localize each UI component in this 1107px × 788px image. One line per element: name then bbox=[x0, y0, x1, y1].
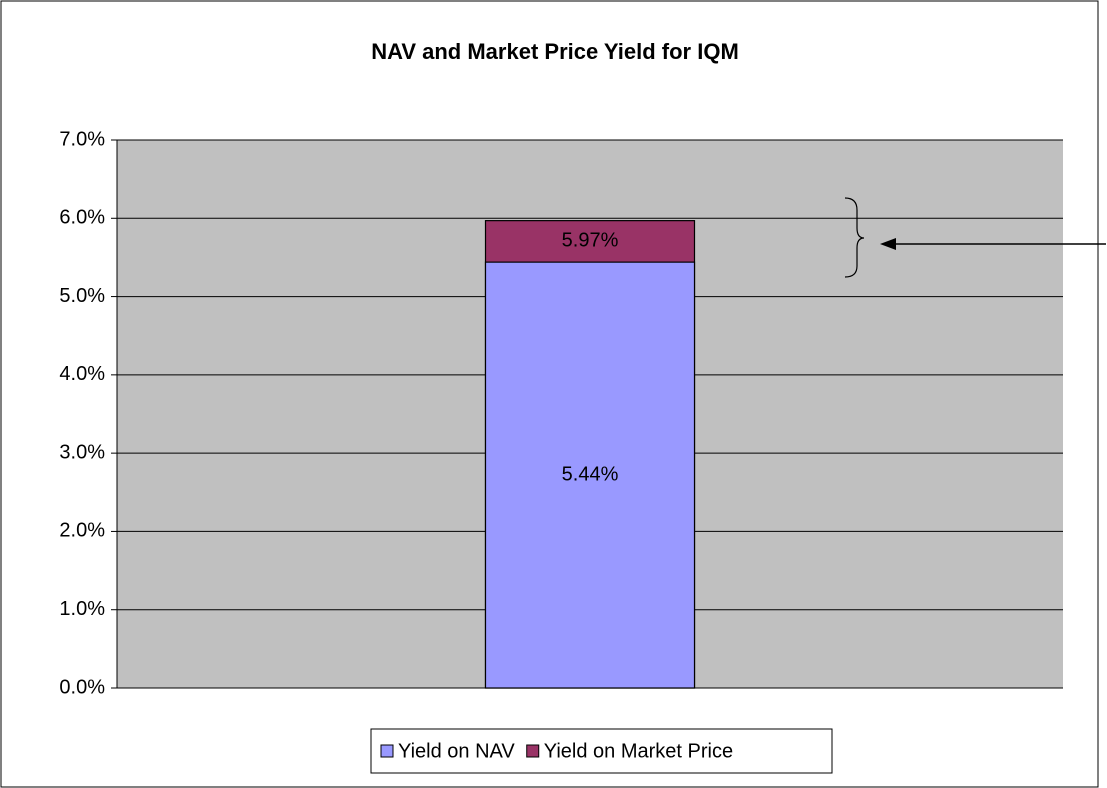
legend-label: Yield on NAV bbox=[398, 740, 515, 762]
bar bbox=[484, 261, 696, 689]
legend-swatch bbox=[526, 744, 540, 758]
y-tick-label: 0.0% bbox=[59, 676, 105, 698]
y-tick-label: 1.0% bbox=[59, 598, 105, 620]
chart-title: NAV and Market Price Yield for IQM bbox=[371, 39, 739, 64]
bars: 5.97% 5.44% bbox=[484, 220, 696, 689]
brace bbox=[844, 197, 865, 278]
legend: Yield on NAV Yield on Market Price bbox=[380, 740, 733, 762]
legend-box bbox=[370, 728, 833, 774]
legend-label: Yield on Market Price bbox=[544, 740, 733, 762]
y-tick-label: 3.0% bbox=[59, 441, 105, 463]
legend-swatch bbox=[380, 744, 394, 758]
y-tick-label: 2.0% bbox=[59, 520, 105, 542]
y-tick-label: 5.0% bbox=[59, 285, 105, 307]
y-tick-label: 6.0% bbox=[59, 207, 105, 229]
arrow-head bbox=[880, 238, 896, 250]
data-label: 5.97% bbox=[562, 230, 619, 252]
y-tick-label: 4.0% bbox=[59, 363, 105, 385]
data-label: 5.44% bbox=[562, 463, 619, 485]
y-tick-label: 7.0% bbox=[59, 128, 105, 150]
